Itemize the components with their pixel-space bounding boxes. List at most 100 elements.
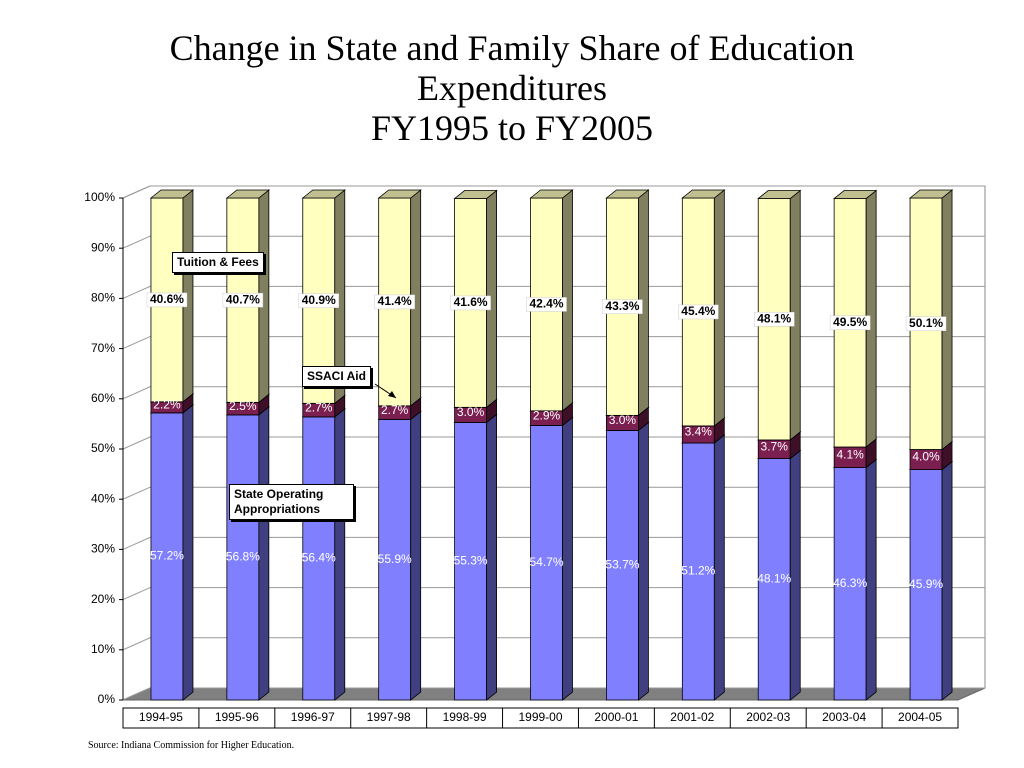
- bar-top: [225, 189, 271, 199]
- chart-title: Change in State and Family Share of Educ…: [169, 28, 855, 108]
- y-tick-label: 70%: [91, 341, 115, 355]
- data-label: 56.8%: [226, 550, 260, 564]
- chart-title-block: Change in State and Family Share of Educ…: [90, 28, 934, 148]
- x-tick-label: 2001-02: [670, 710, 714, 724]
- x-tick-label: 1994-95: [139, 710, 183, 724]
- data-label: 48.1%: [757, 571, 791, 585]
- data-label: 55.3%: [454, 553, 488, 567]
- data-label: 2.7%: [381, 403, 409, 417]
- bar-segment: [530, 425, 563, 701]
- bar-side: [713, 434, 725, 701]
- label-box: [146, 292, 188, 308]
- bar-top: [377, 189, 422, 199]
- data-label: 3.4%: [685, 425, 713, 439]
- bar-segment: [757, 458, 791, 701]
- x-tick-label: 1995-96: [215, 710, 259, 724]
- data-label: 54.7%: [529, 555, 563, 569]
- bar-side: [941, 460, 953, 701]
- label-box: [526, 297, 567, 312]
- x-tick-label: 1999-00: [518, 710, 562, 724]
- x-tick-label: 1997-98: [367, 710, 411, 724]
- data-label: 43.3%: [605, 299, 639, 313]
- data-label: 41.6%: [454, 295, 488, 309]
- label-box: [298, 293, 340, 308]
- y-tick-label: 80%: [91, 291, 115, 305]
- data-label: 40.6%: [150, 292, 184, 306]
- data-label: 2.9%: [533, 408, 561, 422]
- label-box: [450, 295, 491, 311]
- bar-side: [182, 404, 194, 701]
- bar-top: [757, 190, 802, 199]
- bar-top: [529, 189, 574, 199]
- bar-top: [605, 189, 650, 199]
- bar-segment: [378, 418, 412, 701]
- data-label: 3.7%: [761, 439, 789, 453]
- grid-line: [122, 185, 985, 199]
- x-axis-box: [122, 707, 959, 729]
- bar-side: [789, 449, 801, 701]
- y-tick-label: 90%: [91, 240, 115, 254]
- data-label: 46.3%: [833, 576, 867, 590]
- bar-side: [865, 458, 877, 701]
- bar-side: [486, 413, 497, 701]
- data-label: 3.0%: [457, 405, 485, 419]
- data-label: 4.1%: [836, 447, 864, 461]
- data-label: 55.9%: [378, 552, 412, 566]
- legend-callout: State Operating Appropriations: [229, 484, 354, 520]
- data-label: 4.0%: [912, 450, 940, 464]
- legend-callout: SSACI Aid: [302, 366, 371, 387]
- y-tick-label: 30%: [91, 542, 115, 556]
- label-box: [222, 292, 264, 308]
- bar-side: [638, 421, 649, 701]
- x-tick-label: 1998-99: [443, 710, 487, 724]
- bar-side: [334, 408, 346, 701]
- data-label: 45.9%: [909, 577, 943, 591]
- data-label: 51.2%: [681, 564, 715, 578]
- x-tick-label: 1996-97: [291, 710, 335, 724]
- data-label: 2.7%: [305, 400, 333, 414]
- chart-subtitle: FY1995 to FY2005: [370, 108, 654, 148]
- bar-top: [681, 189, 726, 199]
- data-label: 48.1%: [757, 311, 791, 325]
- bar-top: [301, 189, 346, 199]
- label-box: [829, 315, 871, 330]
- label-box: [905, 316, 947, 332]
- bar-side: [562, 416, 573, 701]
- data-label: 57.2%: [150, 549, 184, 563]
- data-label: 50.1%: [909, 316, 943, 330]
- bar-top: [908, 189, 954, 199]
- y-tick-label: 10%: [91, 642, 115, 656]
- data-label: 3.0%: [609, 413, 637, 427]
- data-label: 42.4%: [529, 297, 563, 311]
- legend-callout: Tuition & Fees: [172, 252, 264, 273]
- data-label: 40.9%: [302, 293, 336, 307]
- bar-segment: [150, 412, 184, 701]
- callout-arrowhead: [388, 391, 396, 398]
- y-tick-label: 100%: [84, 190, 115, 204]
- data-label: 41.4%: [378, 294, 412, 308]
- data-label: 2.2%: [153, 398, 181, 412]
- label-box: [602, 299, 643, 314]
- bar-segment: [833, 467, 867, 701]
- label-box: [753, 311, 795, 327]
- data-label: 53.7%: [605, 557, 639, 571]
- bar-top: [149, 189, 195, 199]
- source-note: Source: Indiana Commission for Higher Ed…: [88, 740, 295, 751]
- bar-segment: [226, 414, 260, 701]
- y-tick-label: 60%: [91, 391, 115, 405]
- bar-side: [258, 406, 270, 701]
- data-label: 49.5%: [833, 315, 867, 329]
- data-label: 2.5%: [229, 399, 257, 413]
- bar-segment: [681, 442, 715, 701]
- bar-top: [832, 190, 878, 199]
- data-label: 56.4%: [302, 551, 336, 565]
- bar-top: [453, 190, 498, 199]
- y-tick-label: 40%: [91, 491, 115, 505]
- bar-segment: [606, 430, 639, 701]
- bar-side: [410, 410, 422, 701]
- label-box: [678, 304, 719, 320]
- x-tick-label: 2000-01: [594, 710, 638, 724]
- y-tick-label: 50%: [91, 441, 115, 455]
